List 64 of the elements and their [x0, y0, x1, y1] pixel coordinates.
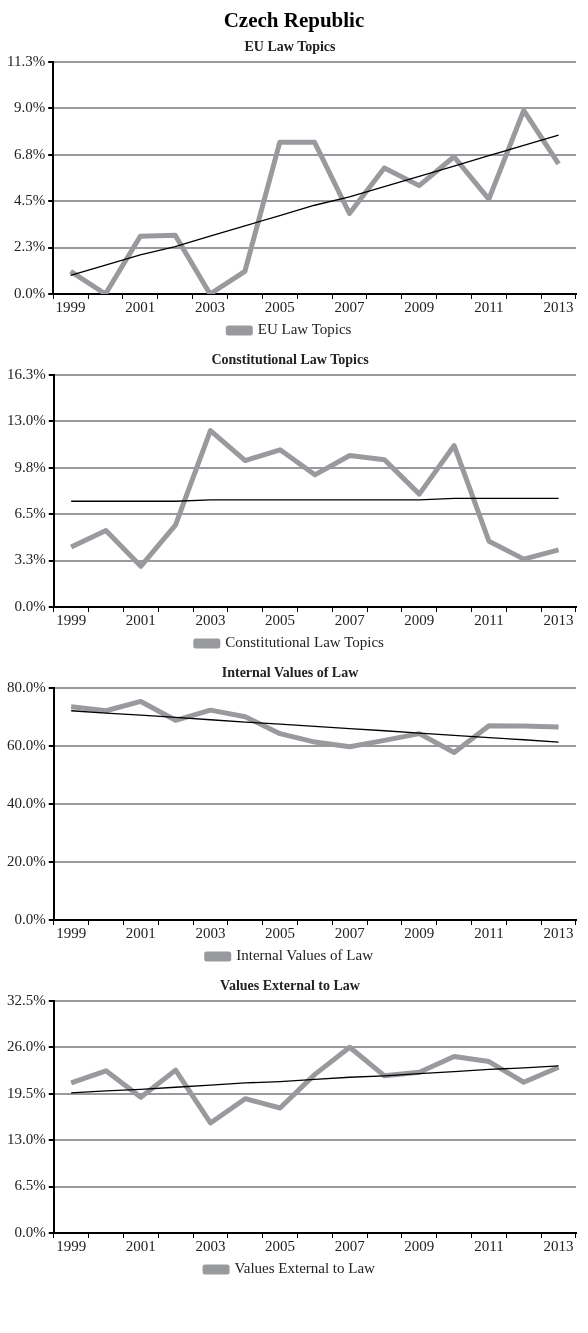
- chart-title: Values External to Law: [220, 978, 361, 994]
- x-tick-label: 2003: [195, 924, 226, 941]
- y-tick-label: 3.3%: [14, 551, 46, 568]
- x-tick-label: 2003: [195, 1237, 226, 1254]
- x-tick-label: 1999: [56, 924, 87, 941]
- y-tick-label: 13.0%: [7, 1131, 46, 1148]
- y-tick-label: 20.0%: [7, 852, 46, 869]
- y-tick-label: 0.0%: [14, 597, 46, 614]
- y-tick-label: 0.0%: [13, 284, 46, 301]
- y-tick-label: 6.5%: [14, 1177, 46, 1194]
- x-tick-label: 2013: [543, 924, 574, 941]
- x-tick-label: 2005: [265, 611, 296, 628]
- y-tick-label: 26.0%: [7, 1038, 46, 1055]
- x-tick-label: 2001: [125, 298, 156, 315]
- x-tick-label: 2007: [334, 1237, 366, 1254]
- x-tick-label: 2013: [543, 298, 574, 315]
- x-tick-label: 2001: [125, 924, 156, 941]
- y-tick-label: 80.0%: [7, 678, 46, 695]
- y-tick-label: 16.3%: [7, 365, 46, 382]
- y-tick-label: 19.5%: [7, 1084, 46, 1101]
- text: Czech Republic: [222, 7, 366, 34]
- x-tick-label: 2005: [264, 298, 295, 315]
- y-tick-label: 0.0%: [14, 910, 46, 927]
- x-tick-label: 2009: [404, 611, 435, 628]
- x-tick-label: 2011: [474, 1237, 504, 1254]
- y-tick-label: 4.5%: [13, 192, 46, 209]
- x-tick-label: 1999: [56, 611, 87, 628]
- y-tick-label: 2.3%: [13, 238, 46, 255]
- chart-title: Internal Values of Law: [221, 665, 360, 681]
- y-tick-label: 0.0%: [14, 1223, 46, 1240]
- y-tick-label: 40.0%: [7, 794, 46, 811]
- y-tick-label: 13.0%: [7, 412, 46, 429]
- x-tick-label: 2009: [404, 924, 435, 941]
- y-tick-label: 60.0%: [7, 736, 46, 753]
- y-tick-label: 9.8%: [14, 458, 46, 475]
- legend-label: Values External to Law: [234, 1260, 376, 1277]
- x-tick-label: 2005: [265, 924, 296, 941]
- x-tick-label: 2011: [474, 924, 504, 941]
- x-tick-label: 1999: [55, 298, 86, 315]
- chart-title: EU Law Topics: [244, 39, 337, 55]
- x-tick-label: 2007: [334, 924, 366, 941]
- x-tick-label: 2009: [404, 298, 435, 315]
- chart-title: Constitutional Law Topics: [211, 352, 370, 368]
- x-tick-label: 2003: [195, 611, 226, 628]
- legend-label: EU Law Topics: [257, 321, 352, 338]
- y-tick-label: 6.8%: [13, 145, 46, 162]
- x-tick-label: 2005: [265, 1237, 296, 1254]
- x-tick-label: 2011: [474, 611, 504, 628]
- legend-label: Constitutional Law Topics: [225, 634, 385, 651]
- x-tick-label: 2001: [125, 1237, 156, 1254]
- x-tick-label: 2003: [195, 298, 226, 315]
- y-tick-label: 11.3%: [6, 52, 46, 69]
- x-tick-label: 2011: [474, 298, 504, 315]
- x-tick-label: 2007: [334, 611, 366, 628]
- x-tick-label: 2013: [543, 611, 574, 628]
- x-tick-label: 2007: [334, 298, 365, 315]
- y-tick-label: 32.5%: [7, 991, 46, 1008]
- x-tick-label: 2001: [125, 611, 156, 628]
- y-tick-label: 6.5%: [14, 505, 46, 522]
- y-tick-label: 9.0%: [13, 99, 46, 116]
- x-tick-label: 1999: [56, 1237, 87, 1254]
- x-tick-label: 2009: [404, 1237, 435, 1254]
- x-tick-label: 2013: [543, 1237, 574, 1254]
- legend-label: Internal Values of Law: [236, 947, 374, 964]
